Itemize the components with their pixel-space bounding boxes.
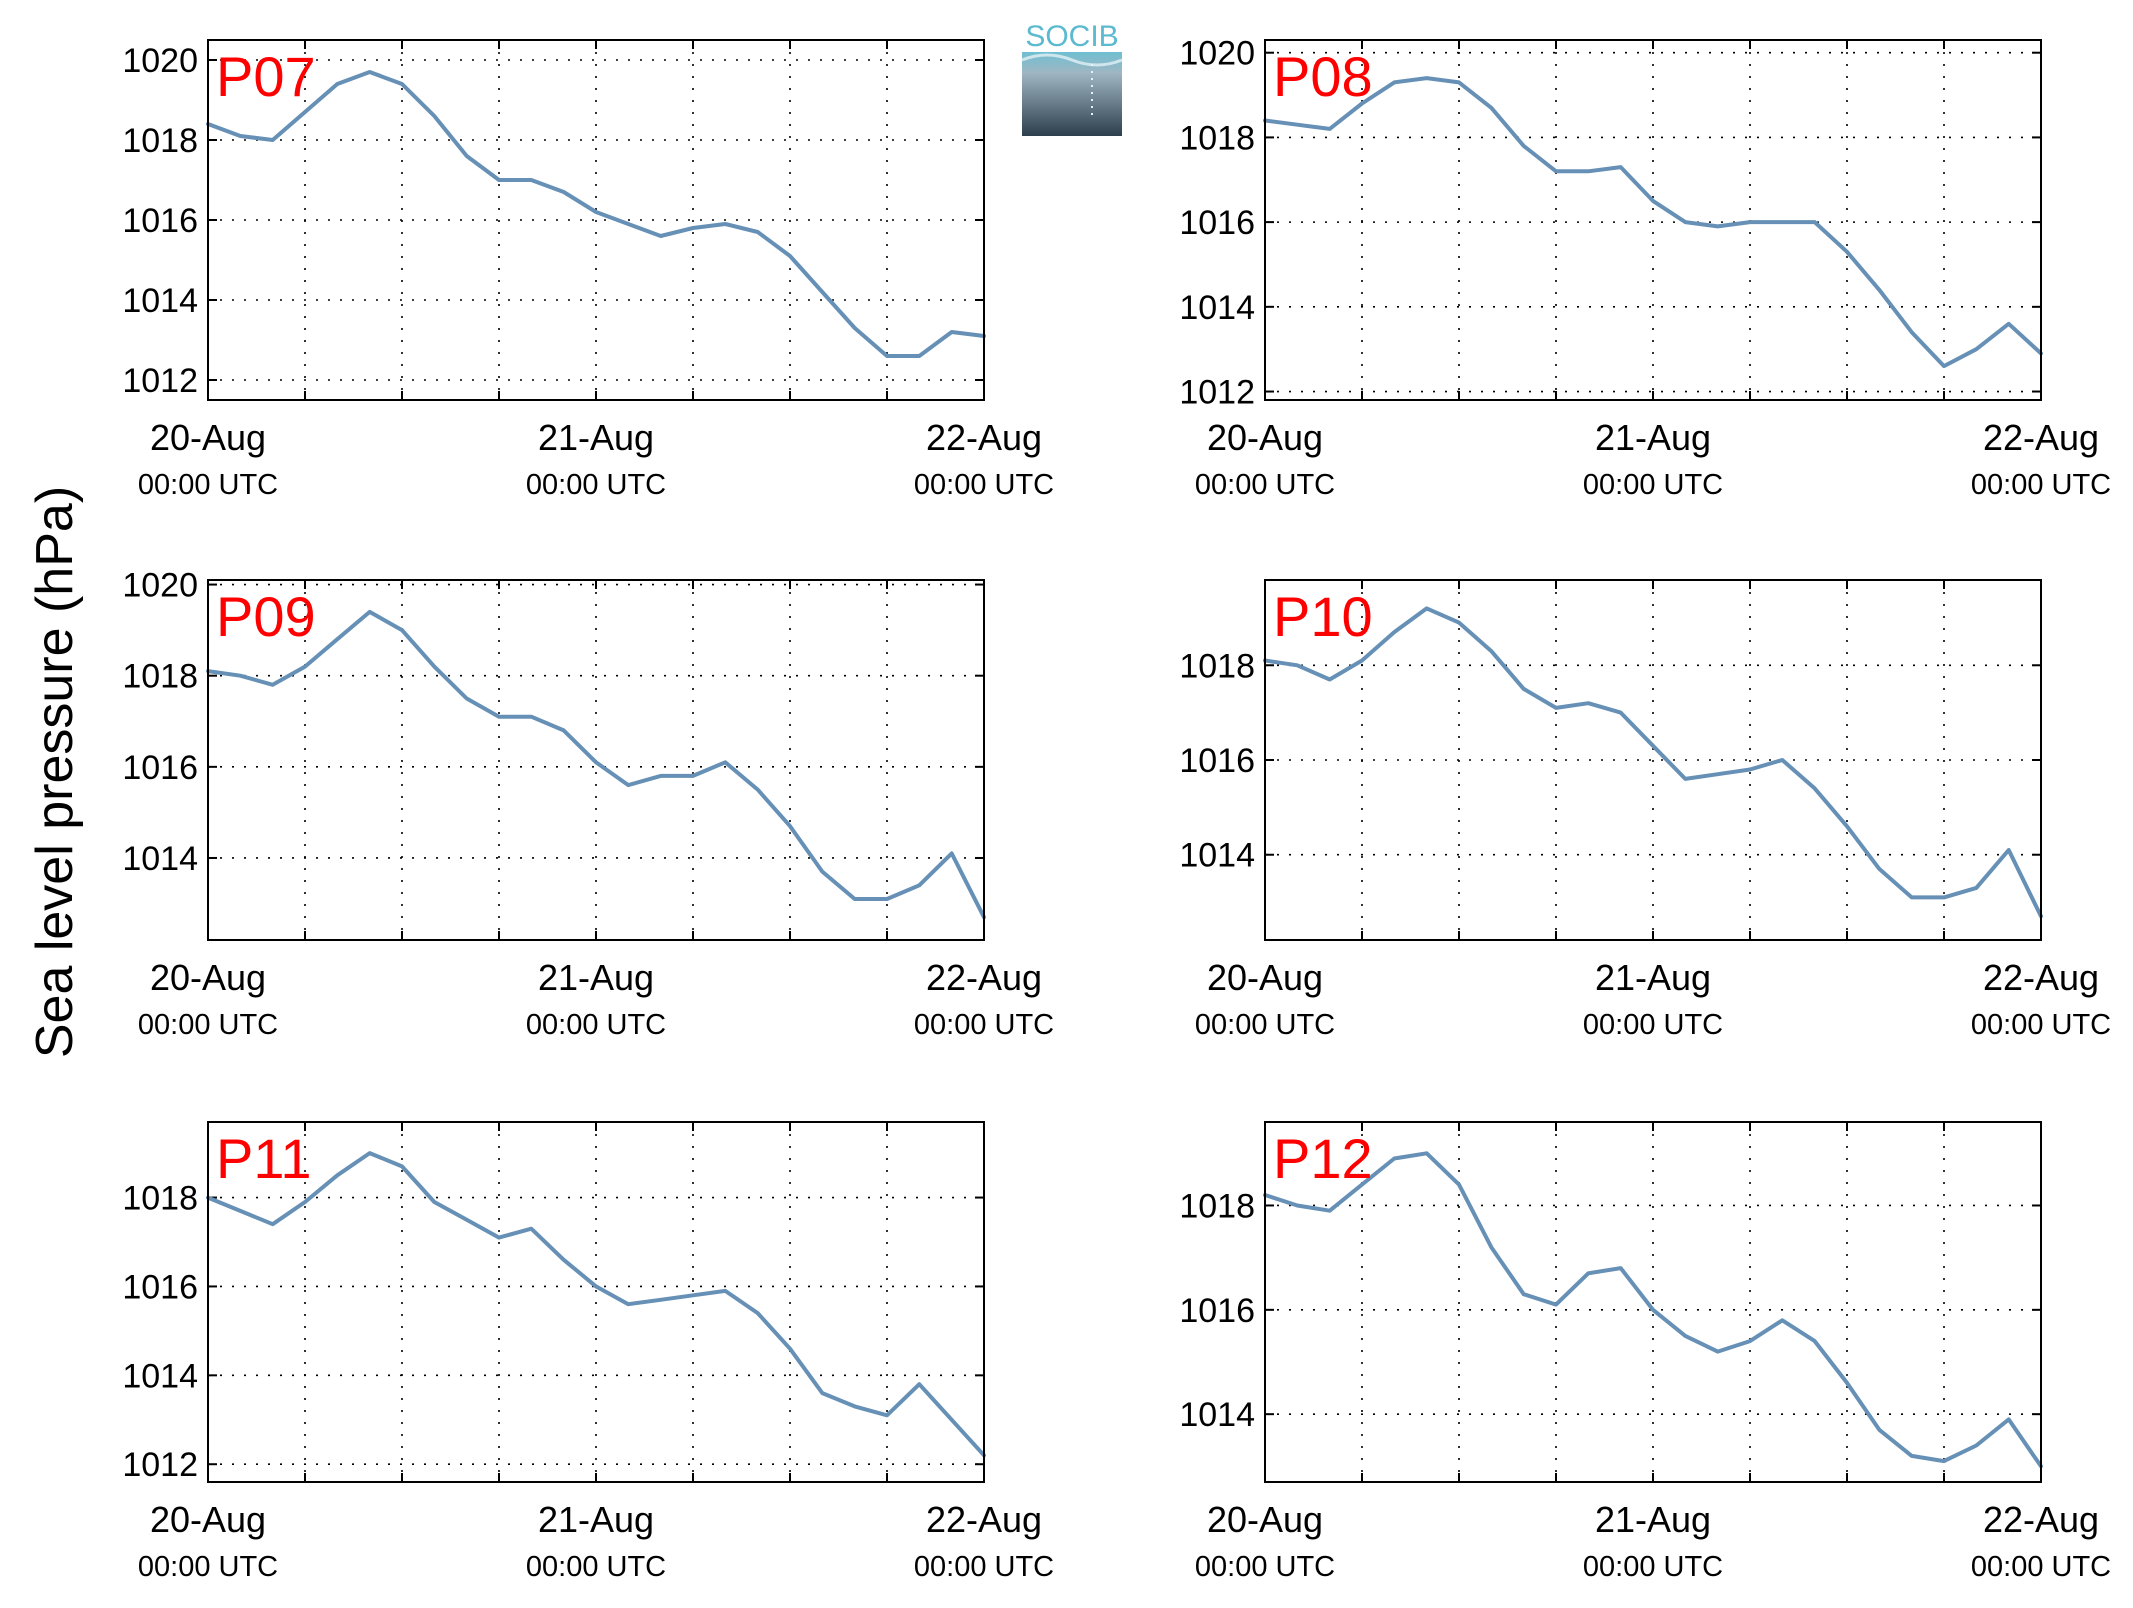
y-tick-label: 1016 <box>1179 1292 1255 1330</box>
y-tick-label: 1012 <box>122 362 198 400</box>
x-tick-label-time: 00:00 UTC <box>1583 469 1723 501</box>
logo-wave <box>1021 53 1123 67</box>
x-tick-label-date: 22-Aug <box>1983 1499 2099 1540</box>
x-tick-label-time: 00:00 UTC <box>1971 1009 2111 1041</box>
panel-label: P11 <box>216 1127 311 1190</box>
x-tick-label-time: 00:00 UTC <box>526 1009 666 1041</box>
y-tick-label: 1018 <box>1179 119 1255 157</box>
x-tick-label-date: 21-Aug <box>538 1499 654 1540</box>
y-tick-label: 1014 <box>1179 289 1255 327</box>
pressure-line <box>1263 1151 2043 1469</box>
logo-text: SOCIB <box>1025 20 1118 53</box>
y-tick-label: 1014 <box>1179 1396 1255 1434</box>
panel-label: P07 <box>216 45 316 108</box>
panel-p08: 1012 1014 1016 1018 1020 20-Aug 00:00 UTC 21-Au… <box>1179 35 2111 501</box>
y-tick-label: 1018 <box>1179 1187 1255 1225</box>
axes-frame <box>1264 1121 2042 1483</box>
y-tick-label: 1020 <box>122 42 198 80</box>
y-tick-label: 1020 <box>1179 35 1255 73</box>
y-tick-label: 1014 <box>122 840 198 878</box>
x-tick-label-date: 20-Aug <box>1207 417 1323 458</box>
logo-box <box>1022 52 1122 136</box>
y-tick-label: 1016 <box>122 749 198 787</box>
y-tick-label: 1014 <box>122 282 198 320</box>
panel-p07: 1012 1014 1016 1018 1020 20-Aug 00:00 UTC 21-Au… <box>122 39 1054 501</box>
x-tick-label-date: 21-Aug <box>1595 417 1711 458</box>
panel-label: P08 <box>1273 45 1373 108</box>
socib-logo: SOCIB <box>1021 20 1123 136</box>
y-tick-label: 1018 <box>1179 647 1255 685</box>
y-tick-label: 1012 <box>1179 374 1255 412</box>
x-tick-label-time: 00:00 UTC <box>526 469 666 501</box>
x-tick-label-time: 00:00 UTC <box>1971 1551 2111 1583</box>
x-tick-label-time: 00:00 UTC <box>138 1551 278 1583</box>
panel-p12: 1014 1016 1018 20-Aug 00:00 UTC 21-Aug 00:00 U… <box>1179 1121 2111 1583</box>
x-tick-label-date: 21-Aug <box>538 417 654 458</box>
y-tick-label: 1012 <box>122 1446 198 1484</box>
y-tick-label: 1014 <box>1179 837 1255 875</box>
x-tick-label-date: 20-Aug <box>150 1499 266 1540</box>
pressure-line <box>1263 76 2043 369</box>
pressure-line <box>1263 606 2043 919</box>
x-tick-label-time: 00:00 UTC <box>1195 469 1335 501</box>
pressure-line <box>206 609 986 920</box>
x-tick-label-time: 00:00 UTC <box>1195 1009 1335 1041</box>
panel-p11: 1012 1014 1016 1018 20-Aug 00:00 UTC 21-Aug 00:… <box>122 1121 1054 1583</box>
axes-frame <box>1264 579 2042 941</box>
x-tick-label-date: 21-Aug <box>1595 1499 1711 1540</box>
x-tick-label-time: 00:00 UTC <box>526 1551 666 1583</box>
x-tick-label-date: 20-Aug <box>150 417 266 458</box>
axes-frame <box>207 39 985 401</box>
x-tick-label-date: 21-Aug <box>538 957 654 998</box>
panel-label: P12 <box>1273 1127 1373 1190</box>
x-tick-label-date: 20-Aug <box>150 957 266 998</box>
pressure-line <box>206 1151 986 1458</box>
y-tick-label: 1018 <box>122 122 198 160</box>
x-tick-label-time: 00:00 UTC <box>1583 1551 1723 1583</box>
y-tick-label: 1018 <box>122 658 198 696</box>
x-tick-label-date: 22-Aug <box>1983 957 2099 998</box>
panel-p09: 1014 1016 1018 1020 20-Aug 00:00 UTC 21-Aug 00:… <box>122 567 1054 1041</box>
y-tick-label: 1018 <box>122 1180 198 1218</box>
y-tick-label: 1016 <box>122 1268 198 1306</box>
y-tick-label: 1016 <box>1179 742 1255 780</box>
x-tick-label-time: 00:00 UTC <box>1971 469 2111 501</box>
axes-frame <box>207 1121 985 1483</box>
x-tick-label-date: 20-Aug <box>1207 1499 1323 1540</box>
axes-frame <box>207 579 985 941</box>
x-tick-label-time: 00:00 UTC <box>1583 1009 1723 1041</box>
y-tick-label: 1020 <box>122 567 198 605</box>
x-tick-label-date: 22-Aug <box>926 1499 1042 1540</box>
x-tick-label-date: 20-Aug <box>1207 957 1323 998</box>
y-axis-label: Sea level pressure (hPa) <box>26 486 84 1058</box>
x-tick-label-time: 00:00 UTC <box>138 1009 278 1041</box>
pressure-line <box>206 70 986 358</box>
x-tick-label-time: 00:00 UTC <box>1195 1551 1335 1583</box>
axes-frame <box>1264 39 2042 401</box>
y-tick-label: 1016 <box>122 202 198 240</box>
x-tick-label-date: 22-Aug <box>1983 417 2099 458</box>
x-tick-label-time: 00:00 UTC <box>138 469 278 501</box>
x-tick-label-time: 00:00 UTC <box>914 1551 1054 1583</box>
x-tick-label-time: 00:00 UTC <box>914 1009 1054 1041</box>
y-tick-label: 1014 <box>122 1357 198 1395</box>
y-tick-label: 1016 <box>1179 204 1255 242</box>
x-tick-label-date: 22-Aug <box>926 957 1042 998</box>
panel-p10: 1014 1016 1018 20-Aug 00:00 UTC 21-Aug 00:00 U… <box>1179 579 2111 1041</box>
x-tick-label-date: 22-Aug <box>926 417 1042 458</box>
panel-label: P10 <box>1273 585 1373 648</box>
panel-label: P09 <box>216 585 316 648</box>
x-tick-label-date: 21-Aug <box>1595 957 1711 998</box>
x-tick-label-time: 00:00 UTC <box>914 469 1054 501</box>
